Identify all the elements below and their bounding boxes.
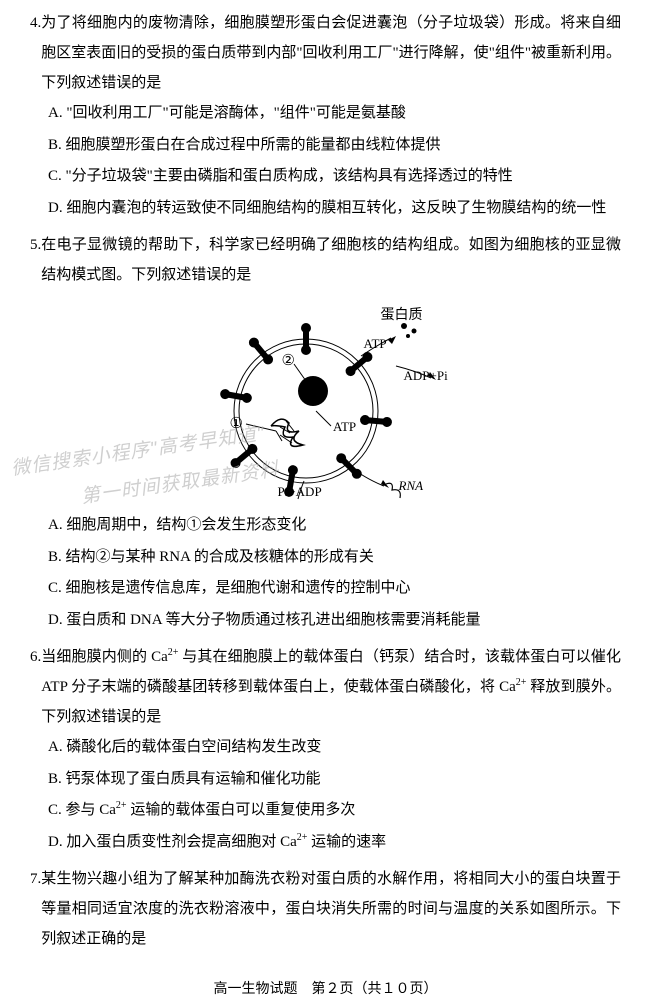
rna-label: RNA [399,478,424,494]
circle1-label: ① [230,414,243,433]
q6c-p2: 运输的载体蛋白可以重复使用多次 [127,802,356,818]
q6-number: 6. [30,642,41,732]
q6-option-a: A. 磷酸化后的载体蛋白空间结构发生改变 [30,732,621,764]
q5-option-c: C. 细胞核是遗传信息库，是细胞代谢和遗传的控制中心 [30,573,621,605]
q4-option-a: A. "回收利用工厂"可能是溶酶体，"组件"可能是氨基酸 [30,98,621,130]
q7-body: 某生物兴趣小组为了解某种加酶洗衣粉对蛋白质的水解作用，将相同大小的蛋白块置于等量… [41,864,621,954]
q4-option-b: B. 细胞膜塑形蛋白在合成过程中所需的能量都由线粒体提供 [30,130,621,162]
q5-body: 在电子显微镜的帮助下，科学家已经明确了细胞核的结构组成。如图为细胞核的亚显微结构… [41,230,621,290]
atp-label: ATP [364,336,387,352]
q6-option-d: D. 加入蛋白质变性剂会提高细胞对 Ca2+ 运输的速率 [30,827,621,859]
q6-stem: 6. 当细胞膜内侧的 Ca2+ 与其在细胞膜上的载体蛋白（钙泵）结合时，该载体蛋… [30,642,621,732]
pi-adp-label: Pi+ADP [278,484,322,500]
q7-number: 7. [30,864,41,954]
q6-option-c: C. 参与 Ca2+ 运输的载体蛋白可以重复使用多次 [30,795,621,827]
q5-option-b: B. 结构②与某种 RNA 的合成及核糖体的形成有关 [30,542,621,574]
q6d-p1: D. 加入蛋白质变性剂会提高细胞对 Ca [48,834,297,850]
q4-number: 4. [30,8,41,98]
sup-2plus-d: 2+ [297,832,308,843]
q6-option-b: B. 钙泵体现了蛋白质具有运输和催化功能 [30,764,621,796]
q4-option-c: C. "分子垃圾袋"主要由磷脂和蛋白质构成，该结构具有选择透过的特性 [30,161,621,193]
q4-stem: 4. 为了将细胞内的废物清除，细胞膜塑形蛋白会促进囊泡（分子垃圾袋）形成。将来自… [30,8,621,98]
q5-option-a: A. 细胞周期中，结构①会发生形态变化 [30,510,621,542]
sup-2plus-c: 2+ [116,800,127,811]
q4-body: 为了将细胞内的废物清除，细胞膜塑形蛋白会促进囊泡（分子垃圾袋）形成。将来自细胞区… [41,8,621,98]
q6c-p1: C. 参与 Ca [48,802,116,818]
q5-option-d: D. 蛋白质和 DNA 等大分子物质通过核孔进出细胞核需要消耗能量 [30,605,621,637]
q5-number: 5. [30,230,41,290]
sup-2plus: 2+ [168,647,179,658]
question-7: 7. 某生物兴趣小组为了解某种加酶洗衣粉对蛋白质的水解作用，将相同大小的蛋白块置… [30,864,621,954]
nucleus-diagram: ATP 蛋白质 ATP ADP+Pi Pi+ADP RNA ① ② [186,296,466,506]
q5-diagram-wrap: ATP 蛋白质 ATP ADP+Pi Pi+ADP RNA ① ② 微信搜索小程… [30,296,621,506]
q6d-p2: 运输的速率 [307,834,386,850]
q6-body: 当细胞膜内侧的 Ca2+ 与其在细胞膜上的载体蛋白（钙泵）结合时，该载体蛋白可以… [41,642,621,732]
atp-inner-label: ATP [333,419,356,434]
circle2-label: ② [282,351,295,370]
page-footer: 高一生物试题 第２页（共１０页） [0,978,651,998]
protein-label: 蛋白质 [381,304,423,324]
question-6: 6. 当细胞膜内侧的 Ca2+ 与其在细胞膜上的载体蛋白（钙泵）结合时，该载体蛋… [30,642,621,858]
adp-pi-label: ADP+Pi [404,368,448,384]
q6-stem-p1: 当细胞膜内侧的 Ca [41,649,167,665]
sup-2plus-b: 2+ [516,677,527,688]
q4-option-d: D. 细胞内囊泡的转运致使不同细胞结构的膜相互转化，这反映了生物膜结构的统一性 [30,193,621,225]
q5-stem: 5. 在电子显微镜的帮助下，科学家已经明确了细胞核的结构组成。如图为细胞核的亚显… [30,230,621,290]
q7-stem: 7. 某生物兴趣小组为了解某种加酶洗衣粉对蛋白质的水解作用，将相同大小的蛋白块置… [30,864,621,954]
question-4: 4. 为了将细胞内的废物清除，细胞膜塑形蛋白会促进囊泡（分子垃圾袋）形成。将来自… [30,8,621,224]
question-5: 5. 在电子显微镜的帮助下，科学家已经明确了细胞核的结构组成。如图为细胞核的亚显… [30,230,621,636]
